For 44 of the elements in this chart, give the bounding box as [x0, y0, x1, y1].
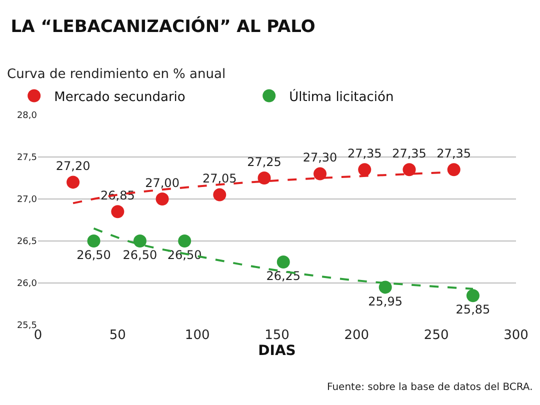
point [314, 167, 327, 180]
legend-label: Mercado secundario [54, 90, 186, 105]
y-tick-label: 26,0 [16, 279, 38, 290]
data-label: 25,95 [368, 294, 403, 308]
data-label: 27,30 [302, 150, 338, 165]
x-tick-label: 300 [504, 328, 528, 343]
point [258, 172, 271, 184]
data-label: 27,35 [436, 146, 472, 160]
chart-title: LA “LEBACANIZACIÓN” AL PALO [10, 16, 316, 38]
x-tick-label: 50 [109, 328, 126, 343]
y-tick-label: 28,0 [16, 111, 38, 122]
data-label: 27,25 [247, 154, 282, 169]
x-axis-title: DIAS [258, 343, 296, 359]
data-label: 25,85 [456, 302, 490, 317]
data-label: 27,00 [145, 176, 180, 190]
chart-subtitle: Curva de rendimiento en % anual [7, 67, 226, 82]
point [378, 280, 392, 294]
data-label: 27,20 [56, 159, 90, 174]
point [402, 163, 416, 176]
x-tick-label: 250 [424, 328, 449, 343]
data-label: 27,35 [392, 146, 426, 160]
point [358, 163, 372, 176]
legend-label: Última licitación [289, 88, 394, 105]
source-note: Fuente: sobre la base de datos del BCRA. [327, 382, 533, 393]
point [466, 289, 480, 302]
y-tick-label: 27,5 [16, 153, 37, 164]
point [213, 188, 226, 202]
data-label: 27,35 [347, 146, 382, 160]
data-label: 27,05 [202, 172, 237, 186]
data-label: 26,50 [122, 248, 158, 262]
x-tick-label: 200 [344, 328, 370, 343]
point [156, 192, 169, 206]
data-label: 26,50 [76, 248, 111, 262]
x-tick-label: 100 [184, 328, 210, 343]
y-tick-label: 26,5 [16, 237, 37, 248]
point [87, 234, 100, 248]
x-tick-label: 150 [264, 328, 290, 343]
point [133, 234, 146, 248]
point [447, 163, 460, 176]
point [276, 256, 290, 268]
y-tick-label: 27,0 [16, 195, 38, 206]
point [178, 234, 192, 248]
point [111, 205, 124, 218]
point [66, 176, 80, 189]
